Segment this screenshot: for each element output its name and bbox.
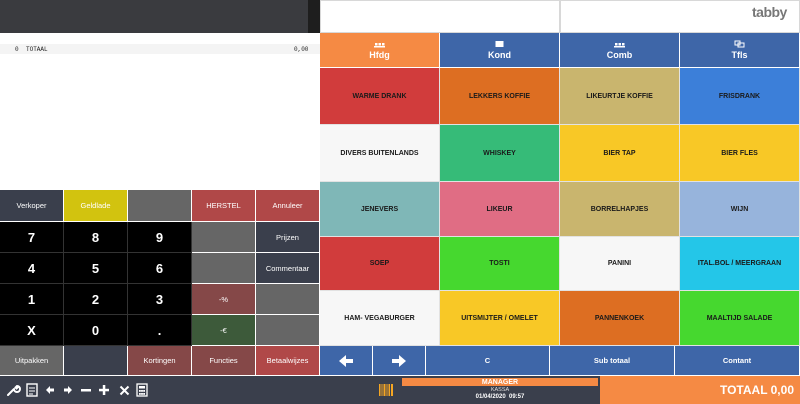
key-2[interactable]: 2 <box>64 284 128 315</box>
total-panel: TOTAAL 0,00 <box>600 376 800 404</box>
display-bar <box>0 0 308 33</box>
uitpakken-button[interactable]: Uitpakken <box>0 346 64 376</box>
cash-button[interactable]: Contant <box>675 346 800 376</box>
category-ham-vegaburger[interactable]: HAM- VEGABURGER <box>320 291 440 346</box>
clear-button[interactable]: C <box>426 346 550 376</box>
tab-label: Hfdg <box>369 50 390 60</box>
category-bier-tap[interactable]: BIER TAP <box>560 125 680 182</box>
category-divers-buitenlands[interactable]: DIVERS BUITENLANDS <box>320 125 440 182</box>
category-maaltijd-salade[interactable]: MAALTIJD SALADE <box>680 291 800 346</box>
barcode-icon[interactable] <box>378 382 394 398</box>
tab-tfls[interactable]: Tfls <box>680 33 800 68</box>
info-field-2 <box>560 0 800 33</box>
tab-label: Comb <box>606 50 633 60</box>
category-wijn[interactable]: WIJN <box>680 182 800 237</box>
receipt-qty: 0 <box>15 46 19 53</box>
user-banner: MANAGER <box>402 378 598 386</box>
kortingen-button[interactable]: Kortingen <box>128 346 192 376</box>
tab-kond[interactable]: Kond <box>440 33 560 68</box>
user-status-panel: MANAGER KASSA 01/04/2020 09:57 <box>400 376 600 404</box>
key-9[interactable]: 9 <box>128 222 192 253</box>
category-uitsmijter-omelet[interactable]: UITSMIJTER / OMELET <box>440 291 560 346</box>
comb-icon <box>614 43 625 48</box>
tab-comb[interactable]: Comb <box>560 33 680 68</box>
key-5[interactable]: 5 <box>64 253 128 284</box>
category-jenevers[interactable]: JENEVERS <box>320 182 440 237</box>
commentaar-button[interactable]: Commentaar <box>256 253 320 284</box>
blank-key-6[interactable] <box>64 346 128 376</box>
key-4[interactable]: 4 <box>0 253 64 284</box>
receipt-total-row: 0 TOTAAL 0,00 <box>0 44 320 54</box>
tab-hfdg[interactable]: Hfdg <box>320 33 440 68</box>
category-panini[interactable]: PANINI <box>560 237 680 291</box>
category-lekkers-koffie[interactable]: LEKKERS KOFFIE <box>440 68 560 125</box>
receipt-panel[interactable]: 0 TOTAAL 0,00 <box>0 33 320 190</box>
key-0[interactable]: 0 <box>64 315 128 346</box>
prijzen-button[interactable]: Prijzen <box>256 222 320 253</box>
blank-key-4[interactable] <box>256 284 320 315</box>
betaalwijzes-button[interactable]: Betaalwijzes <box>256 346 320 376</box>
arrow-left-small-icon[interactable] <box>42 382 58 398</box>
close-icon[interactable] <box>116 382 132 398</box>
register-name: KASSA <box>490 387 510 393</box>
key-3[interactable]: 3 <box>128 284 192 315</box>
total-display: TOTAAL 0,00 <box>719 383 794 397</box>
category-frisdrank[interactable]: FRISDRANK <box>680 68 800 125</box>
category-whiskey[interactable]: WHISKEY <box>440 125 560 182</box>
datetime: 01/04/2020 09:57 <box>475 394 525 400</box>
key-1[interactable]: 1 <box>0 284 64 315</box>
annuleer-button[interactable]: Annuleer <box>256 190 320 222</box>
tfls-icon <box>734 40 745 48</box>
blank-key-3[interactable] <box>192 253 256 284</box>
calculator-icon[interactable] <box>134 382 150 398</box>
key-7[interactable]: 7 <box>0 222 64 253</box>
category-likeur[interactable]: LIKEUR <box>440 182 560 237</box>
category-soep[interactable]: SOEP <box>320 237 440 291</box>
tab-label: Tfls <box>731 50 748 60</box>
document-icon[interactable] <box>24 382 40 398</box>
receipt-amount: 0,00 <box>294 46 309 53</box>
kond-icon <box>495 41 504 47</box>
herstel-button[interactable]: HERSTEL <box>192 190 256 222</box>
wrench-icon[interactable] <box>6 382 22 398</box>
plus-icon[interactable] <box>96 382 112 398</box>
key-multiply[interactable]: X <box>0 315 64 346</box>
info-field-1 <box>320 0 560 33</box>
category-bier-fles[interactable]: BIER FLES <box>680 125 800 182</box>
tabby-logo: tabby <box>752 4 787 20</box>
blank-key-1[interactable] <box>128 190 192 222</box>
key-8[interactable]: 8 <box>64 222 128 253</box>
key-decimal[interactable]: . <box>128 315 192 346</box>
category-borrelhapjes[interactable]: BORRELHAPJES <box>560 182 680 237</box>
discount-percent-button[interactable]: -% <box>192 284 256 315</box>
arrow-right-small-icon[interactable] <box>60 382 76 398</box>
category-warme-drank[interactable]: WARME DRANK <box>320 68 440 125</box>
arrow-right-button[interactable] <box>373 346 426 376</box>
category-pannenkoek[interactable]: PANNENKOEK <box>560 291 680 346</box>
category-tosti[interactable]: TOSTI <box>440 237 560 291</box>
discount-euro-button[interactable]: -€ <box>192 315 256 346</box>
key-6[interactable]: 6 <box>128 253 192 284</box>
subtotal-button[interactable]: Sub totaal <box>550 346 675 376</box>
blank-key-2[interactable] <box>192 222 256 253</box>
blank-key-5[interactable] <box>256 315 320 346</box>
user-name: MANAGER <box>481 378 519 386</box>
verkoper-button[interactable]: Verkoper <box>0 190 64 222</box>
category-ital-bol-meergraan[interactable]: ITAL.BOL / MEERGRAAN <box>680 237 800 291</box>
hfdg-icon <box>374 43 385 48</box>
arrow-left-button[interactable] <box>320 346 373 376</box>
functies-button[interactable]: Functies <box>192 346 256 376</box>
arrow-left-icon <box>339 354 353 367</box>
category-likeurtje-koffie[interactable]: LIKEURTJE KOFFIE <box>560 68 680 125</box>
tab-label: Kond <box>488 50 511 60</box>
receipt-label: TOTAAL <box>26 46 48 53</box>
arrow-right-icon <box>392 354 406 367</box>
geldlade-button[interactable]: Geldlade <box>64 190 128 222</box>
minus-icon[interactable] <box>78 382 94 398</box>
display-bar-edge <box>308 0 320 33</box>
